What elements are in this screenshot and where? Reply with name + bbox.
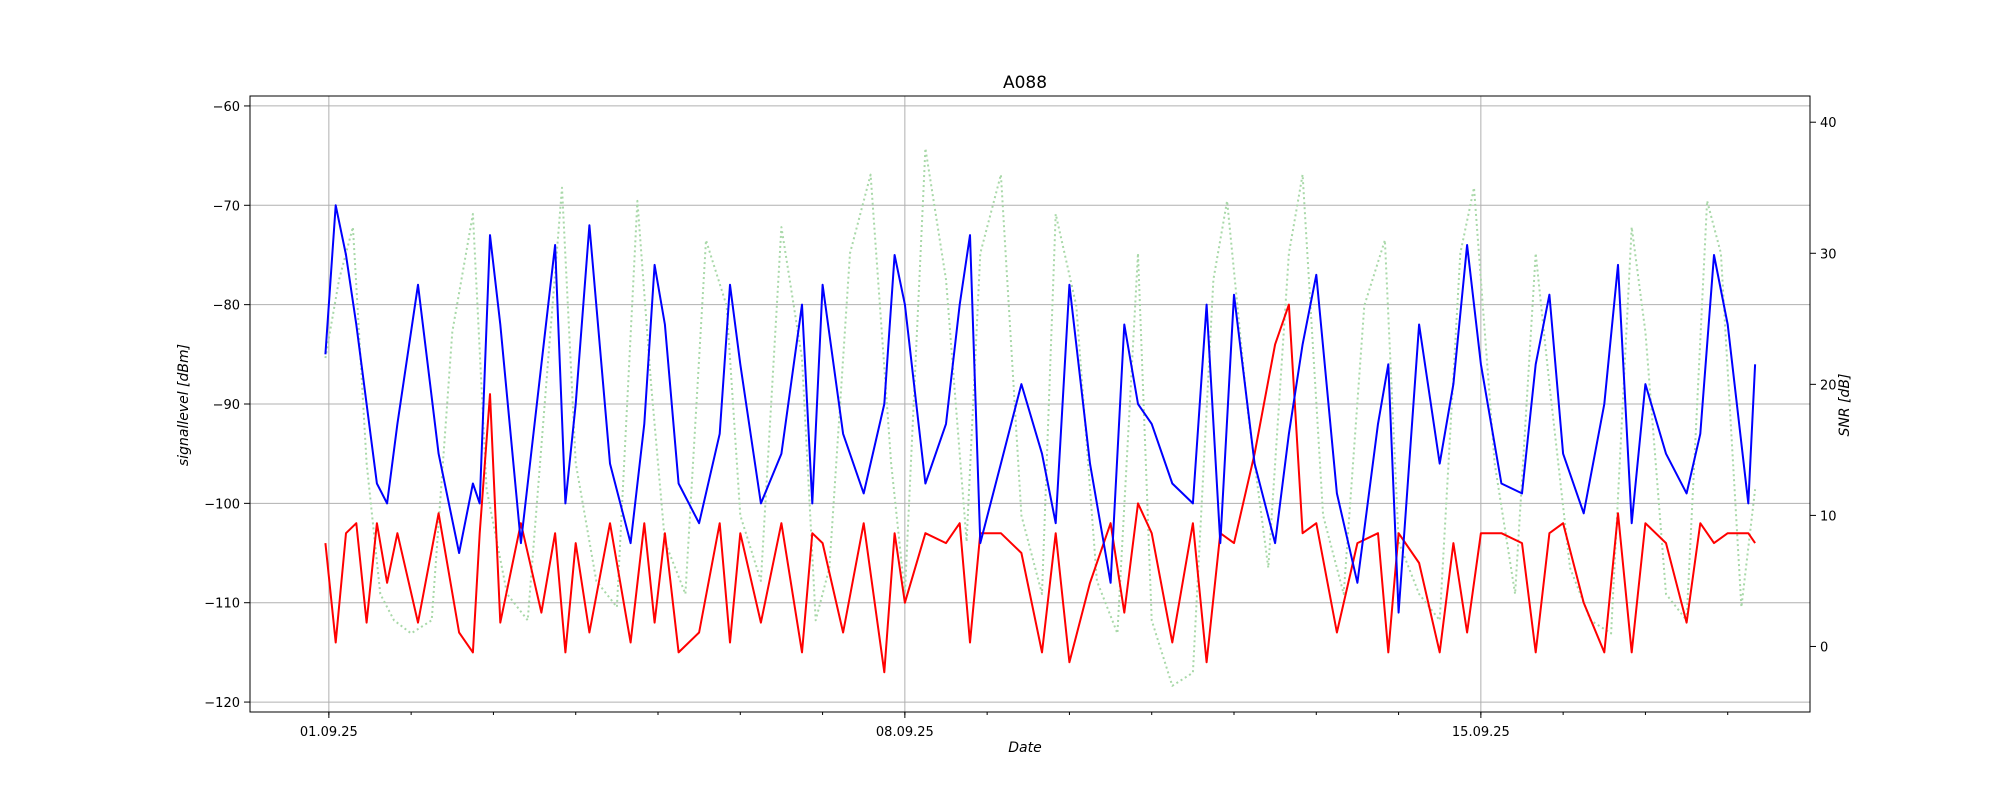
- y-tick-label: −80: [213, 299, 240, 314]
- y-tick-label: −120: [204, 696, 240, 711]
- y-tick-label: −110: [204, 597, 240, 612]
- x-axis-title: Date: [1008, 740, 1041, 756]
- series-line-blue: [324, 204, 1757, 614]
- axis-ticks: 01.09.25 08.09.25 15.09.25 −60 −70 −80 −90 −100…: [204, 100, 1836, 740]
- series-line-red: [324, 303, 1756, 674]
- chart-title: A088: [1003, 73, 1047, 93]
- y-axis-title: signallevel [dBm]: [176, 344, 192, 466]
- y2-tick-label: 20: [1820, 378, 1837, 393]
- y2-tick-label: 30: [1820, 247, 1837, 262]
- y2-tick-label: 10: [1820, 509, 1837, 524]
- series-line-snr: [324, 147, 1757, 687]
- grid: [250, 96, 1810, 712]
- y2-tick-label: 40: [1820, 116, 1837, 131]
- y2-axis-title: SNR [dB]: [1837, 374, 1853, 437]
- y-tick-label: −90: [213, 398, 240, 413]
- series-group: [324, 147, 1757, 687]
- x-tick-label: 08.09.25: [876, 725, 934, 740]
- y-tick-label: −100: [204, 497, 240, 512]
- x-tick-label: 15.09.25: [1452, 725, 1510, 740]
- y2-tick-label: 0: [1820, 640, 1828, 655]
- y-tick-label: −70: [213, 199, 240, 214]
- x-tick-label: 01.09.25: [300, 725, 358, 740]
- y-tick-label: −60: [213, 100, 240, 115]
